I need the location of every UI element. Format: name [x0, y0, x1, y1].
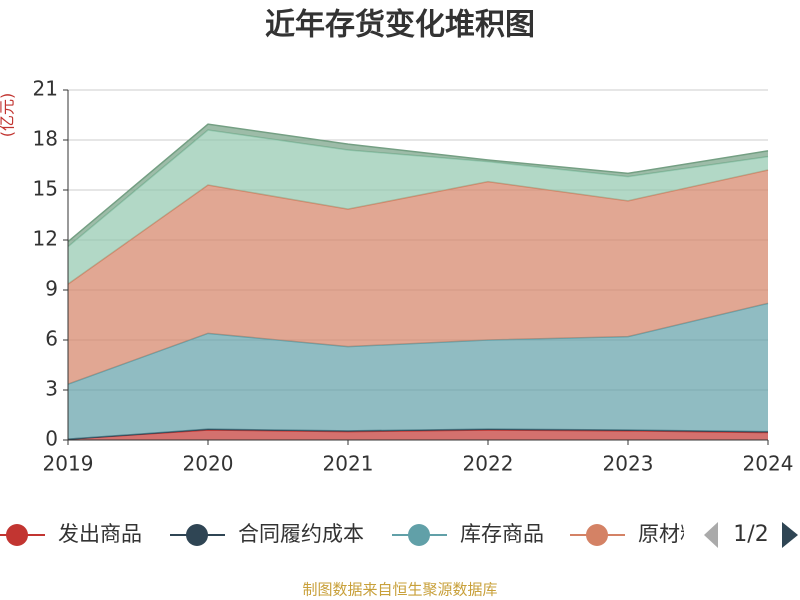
legend-marker [6, 524, 28, 546]
x-tick-label: 2023 [603, 452, 654, 476]
legend-page: 1/2 [733, 522, 768, 547]
y-tick-label: 9 [45, 277, 58, 301]
legend-prev[interactable] [704, 522, 718, 548]
y-tick-label: 0 [45, 427, 58, 451]
legend-marker [186, 524, 208, 546]
legend-label: 原材料 [638, 522, 701, 546]
y-tick-label: 6 [45, 327, 58, 351]
area [68, 430, 768, 440]
legend-label: 发出商品 [58, 522, 142, 546]
legend: 发出商品 合同履约成本 库存商品 原材料 [0, 522, 701, 546]
footer: 制图数据来自恒生聚源数据库 [302, 581, 497, 599]
y-tick-label: 15 [33, 177, 58, 201]
legend-next[interactable] [782, 522, 798, 548]
legend-marker [408, 524, 430, 546]
y-tick-label: 18 [33, 127, 58, 151]
area [68, 170, 768, 385]
legend-label: 库存商品 [460, 522, 544, 546]
y-tick-label: 3 [45, 377, 58, 401]
area [68, 130, 768, 285]
area-line [67, 129, 769, 248]
y-axis-label: (亿元) [0, 93, 17, 138]
area-line [67, 123, 769, 243]
x-tick-label: 2019 [43, 452, 94, 476]
x-tick-label: 2020 [183, 452, 234, 476]
x-tick-label: 2021 [323, 452, 374, 476]
y-tick-label: 12 [33, 227, 58, 251]
x-tick-label: 2024 [743, 452, 794, 476]
chart-title: 近年存货变化堆积图 [265, 8, 535, 43]
plot [67, 89, 769, 441]
legend-label: 合同履约成本 [238, 522, 364, 546]
y-tick-label: 21 [33, 77, 58, 101]
x-tick-label: 2022 [463, 452, 514, 476]
legend-marker [586, 524, 608, 546]
